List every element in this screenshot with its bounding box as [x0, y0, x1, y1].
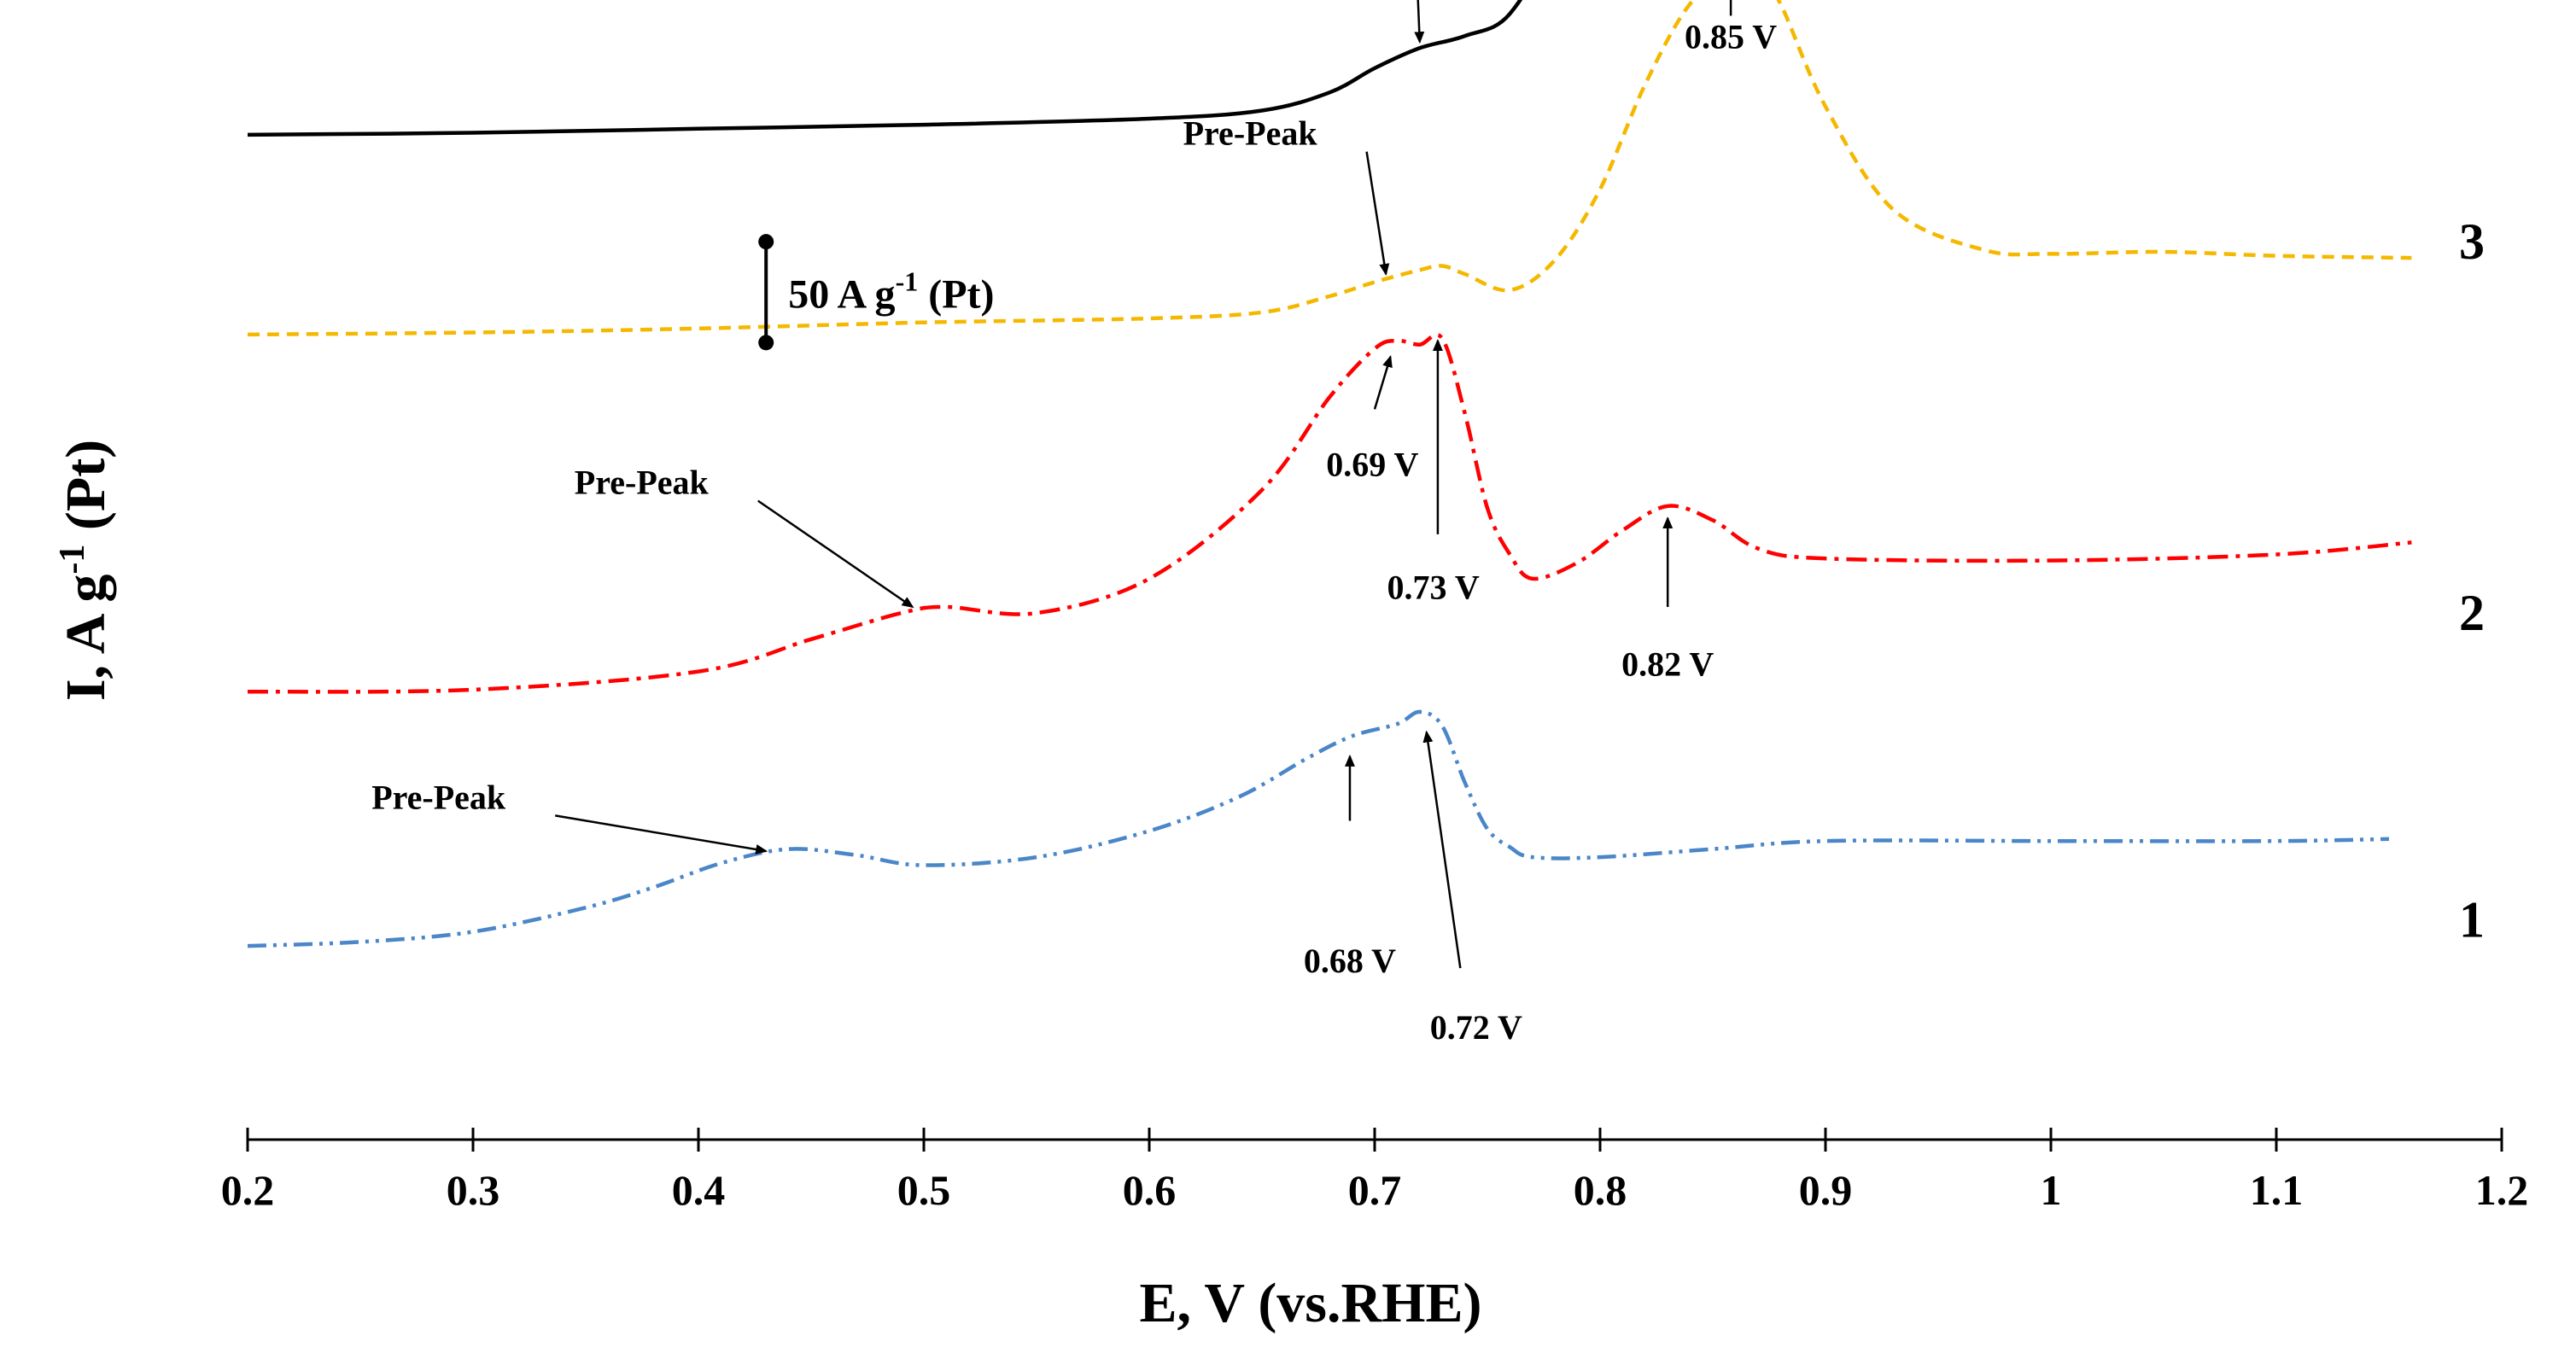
scale-bar: 50 A g-1 (Pt): [758, 234, 995, 351]
x-tick-label: 0.8: [1574, 1166, 1627, 1214]
curve-label-2: 2: [2459, 585, 2485, 641]
x-tick-label: 0.3: [447, 1166, 500, 1214]
series-line-1: [247, 709, 2390, 948]
scale-bar-label: 50 A g-1 (Pt): [788, 265, 994, 317]
x-tick-label: 0.9: [1799, 1166, 1853, 1214]
pre-peak-label: Pre-Peak: [575, 464, 710, 502]
peak-potential-label: 0.73 V: [1387, 569, 1480, 607]
y-axis-title-tail: (Pt): [55, 440, 117, 545]
annotation-arrow: [1414, 0, 1425, 44]
y-axis-title-main: I, A g: [55, 575, 117, 702]
x-axis-title: E, V (vs.RHE): [1140, 1272, 1482, 1334]
series-line-3: [247, 0, 2412, 337]
pre-peak-label: Pre-Peak: [371, 778, 506, 816]
peak-potential-label: 0.69 V: [1326, 445, 1418, 483]
x-tick-label: 0.6: [1123, 1166, 1177, 1214]
curve-label-3: 3: [2459, 213, 2485, 270]
x-tick-label: 0.7: [1348, 1166, 1402, 1214]
pre-peak-label: Pre-Peak: [1183, 114, 1318, 153]
series-line-2: [247, 332, 2412, 694]
peak-potential-label: 0.68 V: [1304, 942, 1396, 980]
annotation-arrow: [554, 814, 768, 855]
curve-labels: 1234: [2459, 213, 2485, 948]
x-tick-label: 1: [2041, 1166, 2062, 1214]
x-tick-label: 1.2: [2475, 1166, 2529, 1214]
annotation-arrow: [1365, 151, 1390, 276]
x-tick-label: 1.1: [2250, 1166, 2304, 1214]
annotation-arrow: [1422, 730, 1462, 969]
x-tick-label: 0.2: [221, 1166, 275, 1214]
peak-potential-label: 0.72 V: [1430, 1008, 1522, 1047]
scale-bar-endpoint: [758, 234, 774, 250]
peak-potential-label: 0.82 V: [1621, 645, 1714, 683]
peak-potential-label: 0.85 V: [1685, 17, 1777, 55]
y-axis-title-sup: -1: [53, 545, 92, 575]
annotation-arrow: [757, 499, 914, 609]
x-tick-label: 0.4: [672, 1166, 726, 1214]
scale-bar-endpoint: [758, 335, 774, 351]
x-axis: 0.2 0.3 0.4 0.5 0.6 0.7 0.8 0.9 1 1.1 1.2: [221, 1128, 2529, 1214]
series-layer: [247, 0, 2412, 948]
x-tick-label: 0.5: [897, 1166, 951, 1214]
series-line-4: [247, 0, 1523, 137]
y-axis-title: I, A g-1 (Pt): [53, 440, 117, 701]
curve-label-1: 1: [2459, 891, 2485, 948]
annotation-arrow: [1373, 354, 1393, 410]
